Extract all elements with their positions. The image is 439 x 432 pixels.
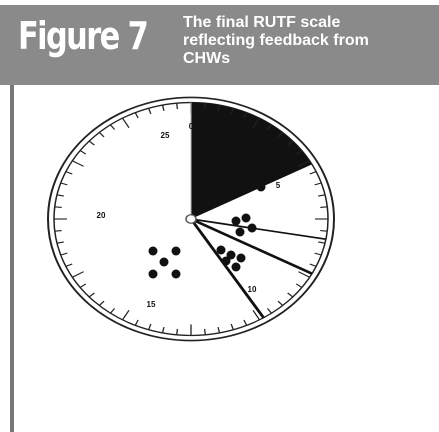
scale-label: 15 xyxy=(147,300,156,309)
tick xyxy=(55,231,62,232)
tick xyxy=(205,329,206,335)
tick xyxy=(205,103,206,109)
portion-dot xyxy=(149,247,158,256)
center-pin xyxy=(186,215,196,224)
scale-label: 0 xyxy=(189,122,194,131)
scale-label: 25 xyxy=(161,131,170,140)
tick xyxy=(320,207,327,208)
scale-label: 4 xyxy=(264,155,269,164)
portion-dot xyxy=(241,185,250,194)
portion-dot xyxy=(248,224,257,233)
portion-dot xyxy=(242,214,251,223)
portion-dot xyxy=(222,257,231,266)
portion-dot xyxy=(232,263,241,272)
portion-dot xyxy=(232,217,241,226)
dial-face xyxy=(48,97,334,340)
scale-label: 5 xyxy=(276,181,281,190)
portion-dot xyxy=(236,228,245,237)
portion-dot xyxy=(217,246,226,255)
tick xyxy=(177,329,178,335)
scale-label: 20 xyxy=(97,211,106,220)
tick xyxy=(177,103,178,109)
portion-dot xyxy=(237,254,246,263)
portion-dot xyxy=(149,270,158,279)
portion-dot xyxy=(172,270,181,279)
tick xyxy=(55,207,62,208)
tick xyxy=(320,231,327,232)
portion-dot xyxy=(257,183,266,192)
scale-label: 10 xyxy=(248,285,257,294)
portion-dot xyxy=(160,258,169,267)
portion-dot xyxy=(249,179,258,188)
page: Figure 7 The final RUTF scale reflecting… xyxy=(0,0,439,432)
portion-dot xyxy=(172,247,181,256)
dial: 0 4 5 10 15 20 25 xyxy=(0,0,439,432)
